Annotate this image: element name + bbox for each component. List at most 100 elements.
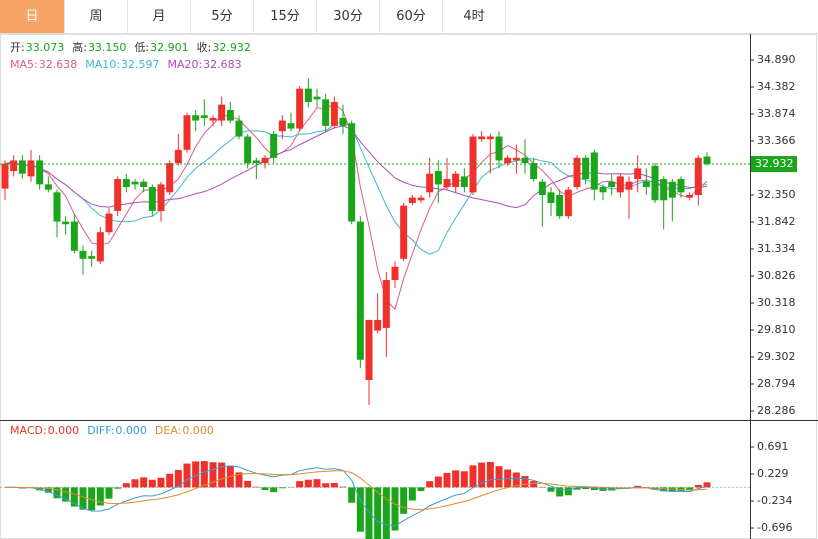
macd-bar — [686, 487, 694, 491]
ma-line — [4, 125, 708, 209]
candle-body — [10, 160, 18, 172]
candle-body — [538, 181, 546, 195]
macd-bar — [88, 487, 96, 511]
candle-body — [218, 104, 226, 121]
candle-body — [157, 184, 165, 211]
period-tab[interactable]: 5分 — [191, 0, 254, 33]
macd-bar — [174, 470, 182, 488]
macd-line — [4, 470, 708, 511]
candle-body — [660, 179, 668, 201]
macd-bar — [512, 472, 520, 488]
candle-body — [434, 171, 442, 185]
macd-bar — [148, 479, 156, 488]
candle-body — [313, 96, 321, 100]
candle-body — [677, 179, 685, 193]
legend-value: 32.683 — [203, 58, 242, 71]
period-tab[interactable]: 15分 — [254, 0, 317, 33]
candle-body — [278, 120, 286, 132]
candle-body — [521, 157, 529, 164]
candle-body — [408, 197, 416, 203]
candle-body — [512, 157, 520, 161]
candle-body — [382, 280, 390, 328]
macd-bar — [452, 470, 460, 488]
macd-bar — [313, 479, 321, 488]
period-tab[interactable]: 日 — [0, 0, 65, 33]
candle-body — [495, 136, 503, 161]
macd-bar — [244, 480, 252, 488]
candle-body — [651, 165, 659, 201]
candle-body — [70, 221, 78, 251]
legend-label: MA5: — [10, 58, 38, 71]
macd-bar — [426, 481, 434, 488]
period-tab[interactable]: 30分 — [317, 0, 380, 33]
candle-body — [590, 152, 598, 190]
period-tab[interactable]: 周 — [65, 0, 128, 33]
candle-body — [339, 117, 347, 126]
macd-bar — [122, 483, 130, 488]
candle-body — [504, 157, 512, 164]
macd-bar — [486, 461, 494, 488]
candle-body — [330, 101, 338, 126]
candle-body — [582, 157, 590, 180]
macd-bar — [79, 487, 87, 510]
macd-bar — [556, 487, 564, 497]
legend-value: 0.000 — [48, 424, 80, 437]
candle-body — [122, 179, 130, 188]
candle-body — [564, 189, 572, 217]
candle-body — [200, 115, 208, 118]
y2-tick-label: 0.229 — [757, 467, 789, 480]
candle-body — [62, 221, 70, 225]
candle-body — [244, 136, 252, 164]
legend-value: 33.150 — [88, 41, 127, 54]
candle-body — [634, 168, 642, 180]
macd-bar — [391, 487, 399, 531]
y2-tick-label: 0.691 — [757, 440, 789, 453]
macd-bar — [226, 466, 234, 488]
macd-bar — [547, 487, 555, 492]
legend-value: 32.597 — [121, 58, 160, 71]
macd-bar — [582, 487, 590, 490]
macd-bar — [703, 482, 711, 488]
macd-pane — [0, 461, 750, 539]
period-tab[interactable]: 月 — [128, 0, 191, 33]
legend-value: 32.638 — [39, 58, 78, 71]
legend-label: 低: — [134, 41, 149, 54]
macd-bar — [183, 463, 191, 488]
macd-bar — [374, 487, 382, 539]
candle-body — [304, 88, 312, 102]
period-tab[interactable]: 60分 — [380, 0, 443, 33]
candle-body — [79, 250, 87, 259]
legend-value: 33.073 — [26, 41, 65, 54]
candle-body — [1, 163, 9, 189]
candle-body — [18, 160, 26, 174]
legend-label: MACD: — [10, 424, 47, 437]
candle-body — [131, 181, 139, 185]
candle-body — [686, 194, 694, 198]
y-tick-label: 30.826 — [757, 269, 796, 282]
macd-bar — [192, 461, 200, 488]
macd-bar — [252, 486, 260, 488]
macd-bar — [114, 487, 122, 489]
candle-body — [27, 160, 35, 177]
y-tick-label: 29.810 — [757, 323, 796, 336]
last-price-label: 32.932 — [755, 157, 794, 170]
y-tick-label: 31.842 — [757, 215, 796, 228]
candle-body — [400, 205, 408, 259]
candle-body — [668, 181, 676, 198]
candle-body — [140, 181, 148, 188]
legend-label: DEA: — [155, 424, 181, 437]
legend-value: 0.000 — [115, 424, 147, 437]
candle-body — [365, 319, 373, 380]
macd-bar — [348, 487, 356, 503]
candle-body — [486, 136, 494, 140]
macd-bar — [460, 471, 468, 488]
candle-body — [183, 115, 191, 150]
price-pane — [1, 78, 711, 405]
period-tab[interactable]: 4时 — [443, 0, 506, 33]
macd-bar — [218, 462, 226, 488]
candle-body — [547, 192, 555, 203]
macd-bar — [131, 479, 139, 488]
candle-body — [374, 319, 382, 331]
candle-body — [96, 232, 104, 262]
